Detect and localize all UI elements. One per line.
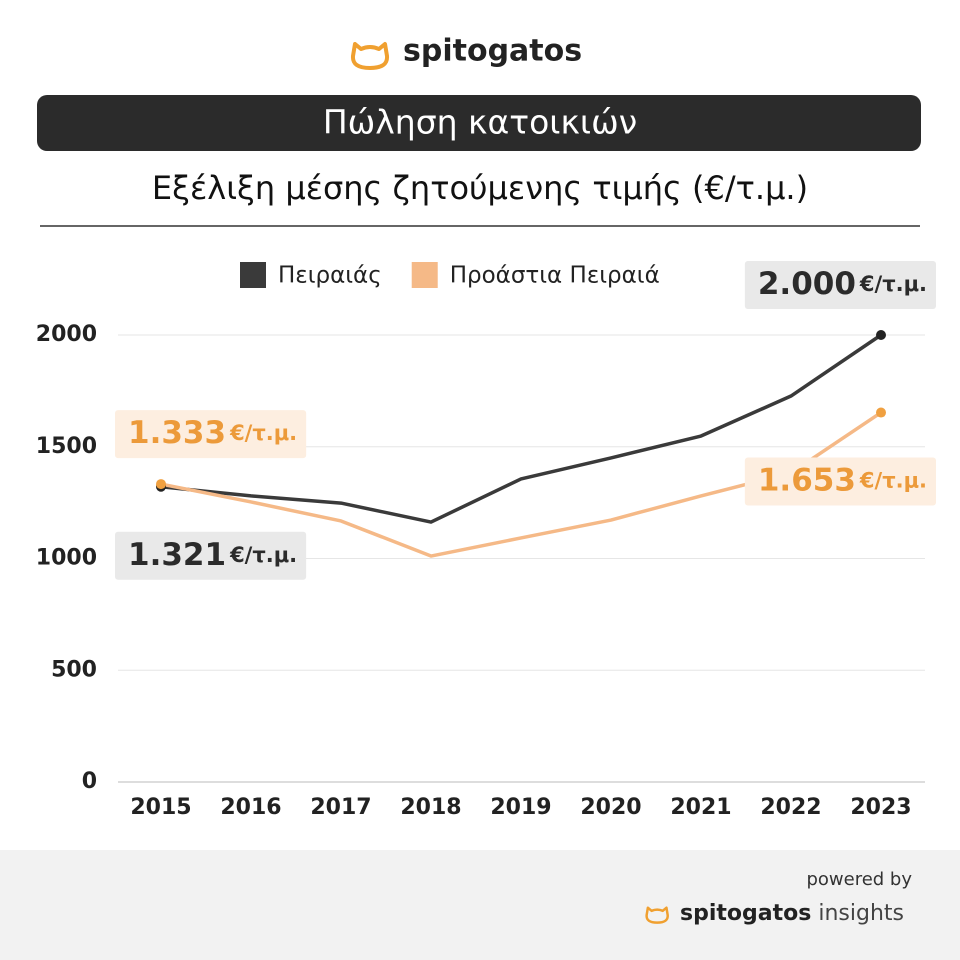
series-line [160,333,882,524]
x-tick-label: 2019 [490,795,551,820]
legend-label: Προάστια Πειραιά [450,263,660,289]
title-banner [37,95,921,151]
x-tick-label: 2022 [760,795,821,820]
chart-title: Πώληση κατοικιών [323,103,637,142]
y-tick-label: 1500 [36,434,97,459]
value-label-number: 1.333 [128,415,226,451]
value-label-text: 1.321 €/τ.μ. [128,536,297,572]
footer-brand: spitogatos insights [680,901,904,926]
value-label: 2.000 €/τ.μ. [744,261,936,309]
value-label-text: 1.333 €/τ.μ. [128,415,297,451]
value-label-number: 1.321 [128,536,226,572]
value-label-unit: €/τ.μ. [229,543,297,567]
value-label-box [744,261,936,309]
y-tick-label: 1000 [36,546,97,571]
footer-brand-name: spitogatos [680,901,811,926]
footer-logo-icon [645,906,669,924]
powered-by: powered by [806,869,912,890]
x-tick-label: 2016 [220,795,281,820]
y-tick-label: 500 [51,657,97,682]
value-label-number: 1.653 [758,462,856,498]
point-marker [156,479,166,490]
point-marker [876,407,886,418]
x-tick-label: 2015 [130,795,191,820]
value-label: 1.653 €/τ.μ. [744,457,936,506]
plot: 0 500 1000 1500 2000 2015 2016 2017 2018 2019 2020… [36,261,936,820]
y-tick-label: 0 [82,769,97,794]
value-label: 1.333 €/τ.μ. [115,410,307,459]
value-label-unit: €/τ.μ. [859,469,927,493]
value-label-unit: €/τ.μ. [229,421,297,445]
point-marker [876,330,886,340]
x-tick-label: 2021 [670,795,731,820]
y-tick-label: 2000 [36,322,97,347]
x-tick-label: 2020 [580,795,641,820]
value-label-box [115,410,307,459]
logo-icon [350,42,390,70]
legend-label: Πειραιάς [278,263,382,289]
value-label-text: 2.000 €/τ.μ. [758,266,927,302]
value-label-box [115,531,307,580]
value-label-box [744,457,936,506]
value-label-text: 1.653 €/τ.μ. [758,462,927,498]
value-label-number: 2.000 [758,266,856,302]
x-tick-label: 2017 [310,795,371,820]
brand: spitogatos [403,34,582,69]
chart-subtitle: Εξέλιξη μέσης ζητούμενης τιμής (€/τ.μ.) [152,169,808,207]
value-label-unit: €/τ.μ. [859,272,927,296]
x-tick-label: 2023 [850,795,911,820]
value-label: 1.321 €/τ.μ. [115,531,307,580]
x-tick-label: 2018 [400,795,461,820]
footer-product: insights [818,901,904,926]
legend-swatch [240,262,266,288]
footer-band [0,850,960,960]
legend-swatch [411,262,438,288]
